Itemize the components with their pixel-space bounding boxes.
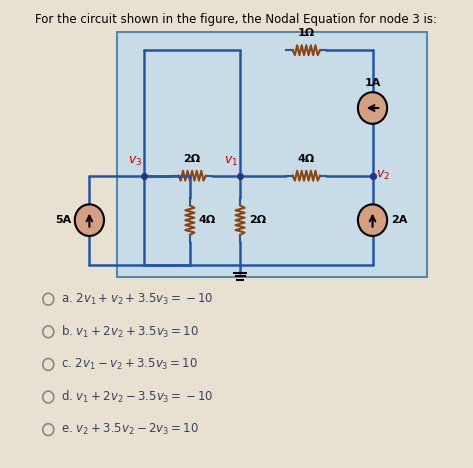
Text: 4Ω: 4Ω [199,215,216,225]
FancyBboxPatch shape [117,32,427,278]
Text: 2A: 2A [391,215,407,225]
Text: 5A: 5A [55,215,71,225]
Text: a. $2v_1 + v_2 + 3.5v_3 = -10$: a. $2v_1 + v_2 + 3.5v_3 = -10$ [61,292,213,307]
Text: For the circuit shown in the figure, the Nodal Equation for node 3 is:: For the circuit shown in the figure, the… [35,13,438,26]
Text: b. $v_1 + 2v_2 + 3.5v_3 = 10$: b. $v_1 + 2v_2 + 3.5v_3 = 10$ [61,324,199,340]
Text: $v_3$: $v_3$ [128,155,142,168]
Text: 4Ω: 4Ω [298,154,315,164]
Text: e. $v_2 + 3.5v_2 - 2v_3 = 10$: e. $v_2 + 3.5v_2 - 2v_3 = 10$ [61,422,199,437]
Circle shape [358,92,387,124]
Circle shape [358,205,387,236]
Text: 2Ω: 2Ω [184,154,201,164]
Circle shape [75,205,104,236]
Text: 1Ω: 1Ω [298,29,315,38]
Text: c. $2v_1 - v_2 + 3.5v_3 = 10$: c. $2v_1 - v_2 + 3.5v_3 = 10$ [61,357,198,372]
Text: $v_1$: $v_1$ [224,155,238,168]
Text: d. $v_1 + 2v_2 - 3.5v_3 = -10$: d. $v_1 + 2v_2 - 3.5v_3 = -10$ [61,389,214,405]
Text: $v_2$: $v_2$ [376,169,390,182]
Text: 1A: 1A [364,78,381,88]
Text: 2Ω: 2Ω [249,215,266,225]
